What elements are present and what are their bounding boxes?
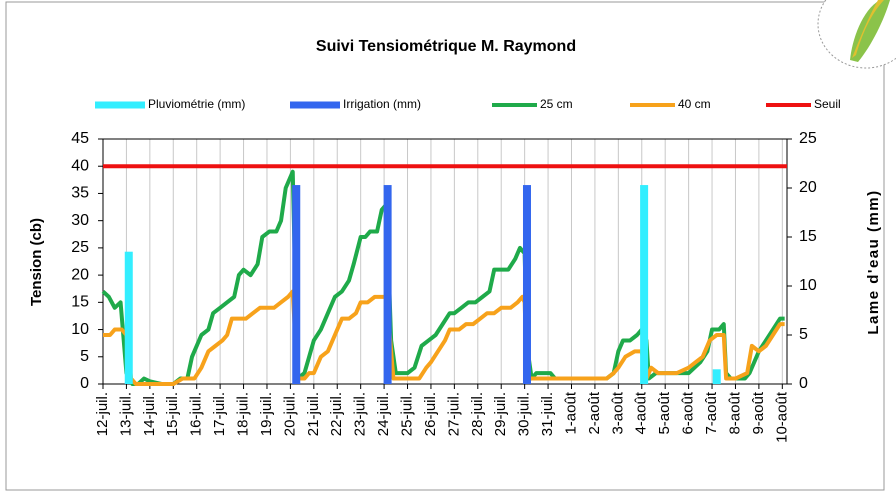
y2-tick-label: 25: [799, 130, 817, 147]
y-tick-label: 40: [71, 157, 89, 174]
x-tick-label: 20-juil.: [281, 392, 298, 436]
chart: Suivi Tensiométrique M. Raymond Tension …: [0, 0, 896, 499]
legend-label: 40 cm: [678, 97, 711, 111]
bar: [384, 185, 392, 384]
x-tick-label: 16-juil.: [188, 392, 205, 436]
x-tick-label: 18-juil.: [235, 392, 252, 436]
y-tick-label: 0: [80, 375, 89, 392]
legend-label: Seuil: [814, 97, 841, 111]
legend-label: Pluviométrie (mm): [148, 97, 245, 111]
chart-title: Suivi Tensiométrique M. Raymond: [316, 38, 576, 55]
y-tick-label: 15: [71, 294, 89, 311]
x-tick-label: 5-août: [656, 391, 673, 434]
x-tick-label: 2-août: [586, 391, 603, 434]
x-tick-label: 1-août: [562, 391, 579, 434]
y2-tick-label: 5: [799, 326, 808, 343]
legend-label: 25 cm: [540, 97, 573, 111]
x-tick-label: 9-août: [750, 391, 767, 434]
x-tick-label: 26-juil.: [422, 392, 439, 436]
legend-label: Irrigation (mm): [343, 97, 421, 111]
bar: [640, 185, 648, 384]
y-axis-title: Tension (cb): [28, 218, 45, 306]
y-tick-label: 25: [71, 239, 89, 256]
x-tick-label: 23-juil.: [352, 392, 369, 436]
bar: [292, 185, 300, 384]
bar: [713, 369, 721, 384]
x-tick-label: 15-juil.: [164, 392, 181, 436]
x-tick-label: 19-juil.: [258, 392, 275, 436]
x-tick-label: 21-juil.: [305, 392, 322, 436]
x-tick-label: 13-juil.: [117, 392, 134, 436]
x-tick-label: 24-juil.: [375, 392, 392, 436]
x-tick-label: 14-juil.: [141, 392, 158, 436]
x-tick-label: 6-août: [680, 391, 697, 434]
bar: [523, 185, 531, 384]
x-tick-label: 7-août: [703, 391, 720, 434]
x-tick-label: 10-août: [773, 391, 790, 443]
x-tick-label: 8-août: [726, 391, 743, 434]
bar: [125, 252, 133, 384]
y2-tick-label: 0: [799, 375, 808, 392]
y-tick-label: 30: [71, 212, 89, 229]
x-tick-label: 4-août: [633, 391, 650, 434]
x-tick-label: 17-juil.: [211, 392, 228, 436]
y-tick-label: 20: [71, 266, 89, 283]
x-tick-label: 31-juil.: [539, 392, 556, 436]
x-tick-label: 22-juil.: [328, 392, 345, 436]
x-tick-label: 28-juil.: [469, 392, 486, 436]
y-tick-label: 5: [80, 348, 89, 365]
x-tick-label: 12-juil.: [94, 392, 111, 436]
y2-tick-label: 10: [799, 277, 817, 294]
x-tick-label: 3-août: [609, 391, 626, 434]
y-tick-label: 45: [71, 130, 89, 147]
x-tick-label: 29-juil.: [492, 392, 509, 436]
x-tick-label: 30-juil.: [516, 392, 533, 436]
x-tick-label: 27-juil.: [445, 392, 462, 436]
y2-tick-label: 20: [799, 179, 817, 196]
y2-axis-title: Lame d'eau (mm): [865, 189, 882, 334]
y-tick-label: 10: [71, 321, 89, 338]
y-tick-label: 35: [71, 185, 89, 202]
x-tick-label: 25-juil.: [398, 392, 415, 436]
y2-tick-label: 15: [799, 228, 817, 245]
